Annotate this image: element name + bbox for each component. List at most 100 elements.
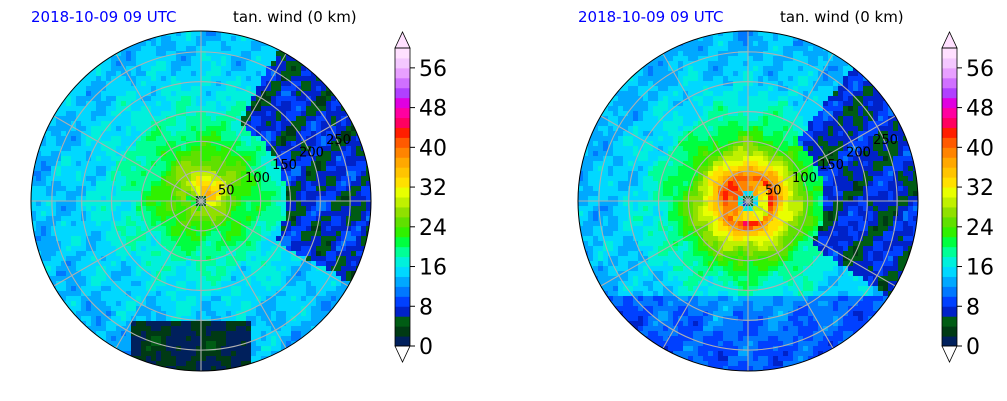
field-cell [633, 136, 639, 142]
field-cell [763, 91, 769, 97]
field-cell [206, 151, 212, 157]
field-cell [863, 86, 869, 92]
field-cell [341, 146, 347, 152]
field-cell [81, 156, 87, 162]
field-cell [211, 61, 217, 67]
field-cell [166, 101, 172, 107]
field-cell [176, 46, 182, 52]
field-cell [366, 231, 371, 237]
field-cell [833, 86, 839, 92]
field-cell [843, 71, 849, 77]
field-cell [326, 101, 332, 107]
field-cell [191, 351, 197, 357]
field-cell [46, 211, 52, 217]
field-cell [638, 61, 644, 67]
field-cell [156, 311, 162, 317]
field-cell [276, 316, 282, 322]
field-cell [186, 361, 192, 367]
field-cell [216, 241, 222, 247]
field-cell [321, 106, 327, 112]
field-cell [216, 76, 222, 82]
field-cell [688, 126, 694, 132]
field-cell [291, 336, 297, 342]
field-cell [246, 66, 252, 72]
field-cell [131, 281, 137, 287]
field-cell [246, 186, 252, 192]
field-cell [226, 291, 232, 297]
field-cell [773, 121, 779, 127]
field-cell [91, 116, 97, 122]
field-cell [296, 236, 302, 242]
field-cell [161, 36, 167, 42]
field-cell [316, 256, 322, 262]
field-cell [191, 106, 197, 112]
field-cell [743, 116, 749, 122]
plot-variable-title: tan. wind (0 km) [233, 8, 357, 26]
field-cell [91, 171, 97, 177]
field-cell [226, 181, 232, 187]
field-cell [311, 166, 317, 172]
field-cell [166, 341, 172, 347]
field-cell [336, 156, 342, 162]
field-cell [91, 191, 97, 197]
field-cell [196, 306, 202, 312]
field-cell [221, 311, 227, 317]
field-cell [121, 111, 127, 117]
field-cell [161, 71, 167, 77]
field-cell [803, 91, 809, 97]
field-cell [718, 31, 724, 37]
field-cell [321, 146, 327, 152]
colorbar-tick-label: 0 [419, 335, 433, 360]
field-cell [291, 61, 297, 67]
field-cell [256, 256, 262, 262]
field-cell [171, 256, 177, 262]
field-cell [191, 201, 197, 207]
field-cell [231, 326, 237, 332]
field-cell [61, 181, 67, 187]
field-cell [356, 146, 362, 152]
range-label: 100 [245, 171, 270, 186]
field-cell [738, 76, 744, 82]
field-cell [121, 281, 127, 287]
field-cell [161, 361, 167, 367]
field-cell [873, 106, 879, 112]
field-cell [181, 176, 187, 182]
field-cell [256, 181, 262, 187]
field-cell [788, 126, 794, 132]
field-cell [366, 176, 371, 182]
field-cell [793, 101, 799, 107]
field-cell [291, 136, 297, 142]
field-cell [136, 191, 142, 197]
field-cell [181, 336, 187, 342]
field-cell [276, 66, 282, 72]
field-cell [603, 106, 609, 112]
field-cell [838, 71, 844, 77]
field-cell [121, 221, 127, 227]
field-cell [738, 31, 744, 37]
field-cell [126, 291, 132, 297]
field-cell [281, 191, 287, 197]
azimuth-line [200, 115, 349, 202]
field-cell [296, 171, 302, 177]
field-cell [71, 256, 77, 262]
field-cell [276, 116, 282, 122]
field-cell [648, 131, 654, 137]
field-cell [336, 136, 342, 142]
field-cell [753, 131, 759, 137]
field-cell [116, 146, 122, 152]
field-cell [231, 346, 237, 352]
field-cell [336, 166, 342, 172]
field-cell [146, 41, 152, 47]
field-cell [191, 161, 197, 167]
field-cell [116, 86, 122, 92]
field-cell [166, 261, 172, 267]
field-cell [301, 286, 307, 292]
field-cell [261, 156, 267, 162]
field-cell [151, 261, 157, 267]
field-cell [623, 106, 629, 112]
field-cell [291, 311, 297, 317]
field-cell [76, 201, 82, 207]
field-cell [191, 51, 197, 57]
field-cell [56, 176, 62, 182]
field-cell [181, 181, 187, 187]
